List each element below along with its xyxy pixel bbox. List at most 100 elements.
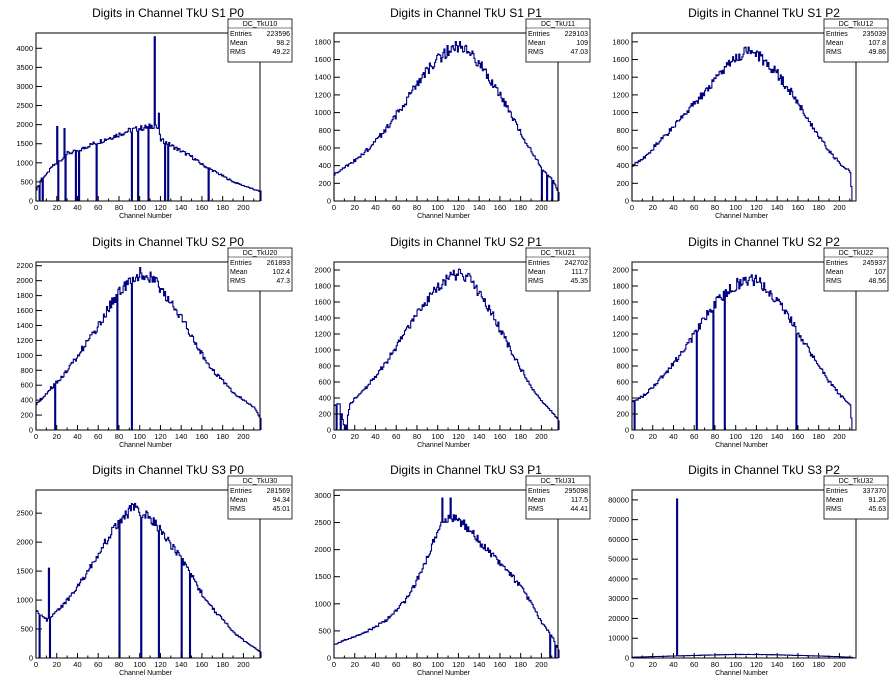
y-tick-label: 10000 [608, 634, 629, 643]
y-tick-label: 1800 [612, 282, 629, 291]
stats-mean-label: Mean [528, 497, 546, 504]
x-tick-label: 80 [413, 203, 421, 212]
x-tick-label: 200 [535, 432, 548, 441]
stats-rms-label: RMS [230, 49, 246, 56]
x-tick-label: 40 [371, 432, 379, 441]
stats-rms-label: RMS [230, 506, 246, 513]
x-tick-label: 160 [792, 660, 805, 669]
x-tick-label: 40 [669, 660, 677, 669]
stats-rms-value: 45.35 [570, 278, 588, 285]
x-tick-label: 60 [94, 432, 102, 441]
y-tick-label: 2500 [16, 101, 33, 110]
histogram-series-line [35, 36, 262, 202]
stats-rms-label: RMS [826, 506, 842, 513]
stats-rms-value: 44.41 [570, 506, 588, 513]
x-tick-label: 80 [711, 432, 719, 441]
x-tick-label: 0 [34, 660, 38, 669]
x-tick-label: 0 [630, 660, 634, 669]
histogram-series-line [631, 498, 854, 658]
y-tick-label: 2000 [314, 266, 331, 275]
x-tick-label: 120 [750, 432, 763, 441]
stats-mean-value: 107 [874, 269, 886, 276]
histogram-title: Digits in Channel TkU S2 P1 [390, 235, 542, 249]
plot-frame [333, 261, 559, 431]
y-tick-label: 200 [318, 179, 331, 188]
stats-mean-label: Mean [230, 40, 248, 47]
x-tick-label: 120 [154, 432, 167, 441]
y-tick-label: 0 [625, 197, 629, 206]
y-tick-label: 400 [318, 161, 331, 170]
stats-entries-value: 245937 [863, 260, 886, 267]
x-tick-label: 0 [34, 432, 38, 441]
stats-mean-value: 102.4 [272, 269, 290, 276]
y-tick-label: 1800 [612, 37, 629, 46]
x-tick-label: 40 [669, 432, 677, 441]
y-tick-label: 50000 [608, 555, 629, 564]
stats-mean-value: 111.7 [572, 269, 589, 276]
x-tick-label: 80 [711, 203, 719, 212]
histogram-pad: Digits in Channel TkU S2 P0 0 20 40 60 80 100 1… [16, 235, 293, 449]
x-tick-label: 140 [771, 432, 784, 441]
y-tick-label: 2000 [314, 545, 331, 554]
stats-rms-value: 49.86 [868, 49, 886, 56]
y-tick-label: 1200 [314, 330, 331, 339]
y-tick-label: 200 [616, 410, 629, 419]
x-tick-label: 0 [34, 203, 38, 212]
y-tick-label: 2500 [16, 509, 33, 518]
x-tick-label: 100 [431, 660, 444, 669]
x-tick-label: 60 [690, 660, 698, 669]
stats-rms-label: RMS [826, 278, 842, 285]
y-tick-label: 1400 [314, 314, 331, 323]
x-tick-label: 160 [494, 660, 507, 669]
x-tick-label: 100 [729, 432, 742, 441]
x-tick-label: 60 [392, 203, 400, 212]
x-tick-label: 140 [473, 203, 486, 212]
stats-mean-label: Mean [528, 269, 546, 276]
y-tick-label: 0 [29, 426, 33, 435]
stats-entries-value: 281569 [267, 488, 290, 495]
x-tick-label: 60 [690, 432, 698, 441]
stats-name: DC_TkU32 [839, 478, 874, 485]
stats-entries-label: Entries [230, 260, 252, 267]
x-tick-label: 200 [833, 203, 846, 212]
y-tick-label: 2500 [314, 518, 331, 527]
x-tick-label: 60 [392, 660, 400, 669]
x-tick-label: 200 [237, 432, 250, 441]
y-tick-label: 0 [625, 426, 629, 435]
stats-box [823, 247, 889, 292]
x-tick-label: 80 [711, 660, 719, 669]
x-tick-label: 40 [73, 203, 81, 212]
x-tick-label: 100 [729, 660, 742, 669]
y-tick-label: 400 [616, 394, 629, 403]
y-tick-label: 500 [318, 626, 331, 635]
x-tick-label: 20 [53, 660, 61, 669]
plot-frame [631, 489, 857, 659]
x-tick-label: 140 [175, 432, 188, 441]
y-tick-label: 800 [318, 126, 331, 135]
x-tick-label: 60 [690, 203, 698, 212]
plot-frame [631, 261, 857, 431]
y-tick-label: 600 [20, 381, 33, 390]
x-axis-label: Channel Number [715, 213, 769, 220]
stats-entries-value: 295098 [565, 488, 588, 495]
stats-rms-value: 48.56 [868, 278, 886, 285]
y-tick-label: 1600 [314, 55, 331, 64]
stats-rms-value: 45.63 [868, 506, 886, 513]
x-tick-label: 80 [413, 432, 421, 441]
x-tick-label: 140 [473, 660, 486, 669]
x-axis-label: Channel Number [119, 442, 173, 449]
x-tick-label: 180 [216, 203, 229, 212]
stats-box [525, 18, 591, 63]
histogram-pad: Digits in Channel TkU S2 P1 0 20 40 60 80 100 1… [314, 235, 591, 449]
x-tick-label: 160 [196, 203, 209, 212]
y-tick-label: 1800 [314, 37, 331, 46]
stats-entries-value: 242702 [565, 260, 588, 267]
stats-name: DC_TkU21 [541, 250, 576, 257]
y-tick-label: 1200 [612, 90, 629, 99]
stats-mean-label: Mean [230, 497, 248, 504]
stats-entries-label: Entries [826, 260, 848, 267]
y-tick-label: 1000 [314, 346, 331, 355]
stats-box [227, 247, 293, 292]
y-tick-label: 80000 [608, 495, 629, 504]
y-tick-label: 500 [20, 625, 33, 634]
